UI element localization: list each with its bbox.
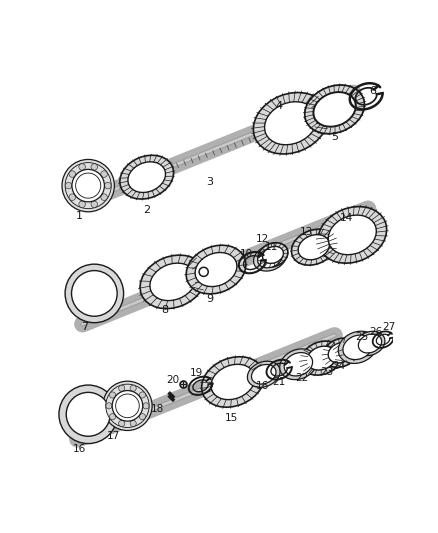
Ellipse shape	[314, 92, 356, 126]
Text: 12: 12	[256, 234, 269, 244]
Ellipse shape	[72, 169, 104, 202]
Ellipse shape	[106, 384, 149, 427]
Ellipse shape	[69, 171, 76, 177]
Ellipse shape	[291, 229, 336, 265]
Ellipse shape	[128, 162, 166, 192]
Ellipse shape	[65, 264, 124, 322]
Ellipse shape	[62, 159, 114, 212]
Text: 13: 13	[300, 227, 313, 237]
Ellipse shape	[298, 235, 329, 260]
Ellipse shape	[110, 392, 116, 398]
Ellipse shape	[358, 334, 381, 353]
Ellipse shape	[284, 353, 313, 376]
Ellipse shape	[262, 246, 283, 263]
Ellipse shape	[65, 163, 111, 208]
Text: 14: 14	[340, 213, 353, 223]
Ellipse shape	[105, 182, 111, 189]
Text: 5: 5	[331, 132, 338, 142]
Text: 24: 24	[332, 361, 346, 371]
Ellipse shape	[101, 171, 107, 177]
Ellipse shape	[280, 349, 317, 379]
Text: 21: 21	[272, 377, 286, 387]
Ellipse shape	[253, 93, 328, 154]
Ellipse shape	[91, 164, 98, 170]
Text: 17: 17	[107, 431, 120, 441]
Ellipse shape	[343, 335, 372, 360]
Text: 9: 9	[206, 294, 213, 304]
Ellipse shape	[254, 245, 286, 271]
Ellipse shape	[323, 338, 359, 367]
Ellipse shape	[69, 194, 76, 200]
Ellipse shape	[130, 421, 136, 426]
Ellipse shape	[103, 381, 152, 431]
Ellipse shape	[328, 343, 353, 363]
Ellipse shape	[186, 245, 246, 294]
Text: 4: 4	[276, 101, 283, 111]
Ellipse shape	[143, 403, 149, 409]
Text: 15: 15	[225, 413, 238, 423]
Ellipse shape	[101, 194, 107, 200]
Ellipse shape	[65, 182, 72, 189]
Ellipse shape	[120, 155, 173, 199]
Ellipse shape	[110, 414, 116, 420]
Text: 19: 19	[190, 368, 203, 378]
Ellipse shape	[66, 392, 110, 436]
Text: 20: 20	[166, 375, 180, 385]
Text: 23: 23	[320, 367, 333, 377]
Ellipse shape	[150, 263, 196, 301]
Ellipse shape	[59, 385, 117, 443]
Ellipse shape	[211, 365, 255, 400]
Ellipse shape	[112, 391, 143, 421]
Ellipse shape	[139, 414, 145, 420]
Text: 2: 2	[143, 205, 150, 215]
Ellipse shape	[305, 85, 364, 134]
Text: 6: 6	[370, 86, 377, 96]
Ellipse shape	[116, 394, 139, 418]
Ellipse shape	[76, 173, 101, 198]
Ellipse shape	[139, 392, 145, 398]
Text: 25: 25	[356, 332, 369, 342]
Ellipse shape	[318, 207, 387, 263]
Ellipse shape	[106, 403, 112, 409]
Ellipse shape	[119, 385, 125, 391]
Ellipse shape	[265, 102, 317, 145]
Ellipse shape	[247, 361, 280, 387]
Ellipse shape	[258, 243, 288, 267]
Text: 7: 7	[81, 322, 88, 332]
Text: 27: 27	[382, 322, 395, 332]
Ellipse shape	[307, 346, 336, 370]
Ellipse shape	[328, 215, 376, 255]
Ellipse shape	[130, 385, 136, 391]
Circle shape	[201, 269, 207, 275]
Ellipse shape	[251, 365, 276, 384]
Ellipse shape	[119, 421, 125, 426]
Ellipse shape	[355, 332, 385, 356]
Text: 26: 26	[369, 327, 382, 337]
Text: 3: 3	[206, 177, 213, 187]
Text: 1: 1	[75, 211, 82, 221]
Text: 8: 8	[162, 305, 169, 316]
Text: 11: 11	[265, 242, 278, 252]
Ellipse shape	[300, 341, 343, 375]
Text: 18: 18	[151, 404, 164, 414]
Text: 10: 10	[240, 249, 253, 259]
Text: 16: 16	[256, 381, 269, 391]
Ellipse shape	[140, 255, 206, 309]
Ellipse shape	[305, 85, 364, 134]
Ellipse shape	[71, 271, 117, 316]
Ellipse shape	[91, 201, 98, 207]
Ellipse shape	[313, 92, 356, 127]
Ellipse shape	[338, 331, 377, 364]
Ellipse shape	[201, 357, 264, 407]
Text: 16: 16	[72, 444, 85, 454]
Ellipse shape	[258, 248, 282, 268]
Ellipse shape	[195, 253, 237, 287]
Circle shape	[199, 267, 208, 277]
Ellipse shape	[79, 164, 85, 170]
Text: 22: 22	[296, 373, 309, 383]
Ellipse shape	[79, 201, 85, 207]
